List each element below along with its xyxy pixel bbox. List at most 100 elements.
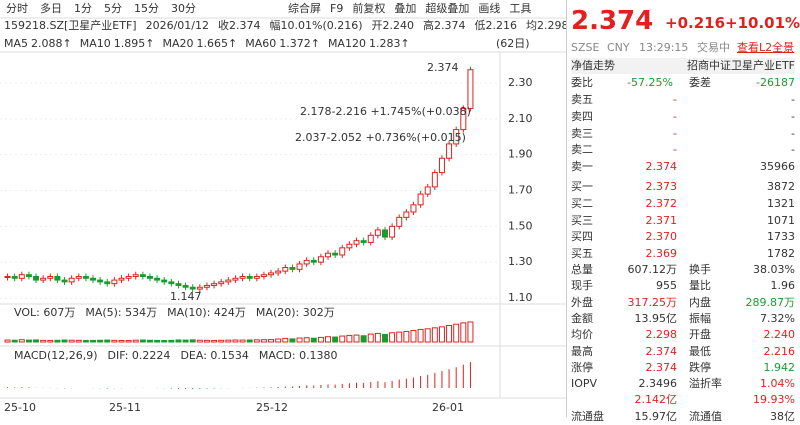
candle xyxy=(424,186,431,195)
y-tick-label: 1.10 xyxy=(508,291,533,304)
low-label: 1.147 xyxy=(170,290,202,303)
volume-bar xyxy=(111,339,118,343)
label: 量比 xyxy=(689,279,711,293)
value: 1.96 xyxy=(770,279,796,293)
tab[interactable]: 15分 xyxy=(134,2,159,15)
candle xyxy=(374,229,381,236)
row: 委比 -57.25% 委差 -26187 xyxy=(571,75,795,91)
label: 跌停 xyxy=(689,360,711,374)
tool[interactable]: 超级叠加 xyxy=(425,1,469,15)
volume-bar xyxy=(139,339,146,343)
volume-bar xyxy=(40,339,47,343)
price: - xyxy=(673,126,677,140)
candle xyxy=(317,256,324,263)
volume-bar xyxy=(317,336,324,343)
tab[interactable]: 30分 xyxy=(171,2,196,15)
label: 内盘 xyxy=(689,295,711,309)
value: 38.03% xyxy=(753,263,795,276)
macd_header-item: DEA: 0.1534 xyxy=(180,349,248,362)
row: 涨停 2.374 跌停 1.942 xyxy=(571,360,795,376)
candle xyxy=(296,263,303,270)
candle xyxy=(97,279,104,283)
ma-label: MA10 xyxy=(80,37,111,50)
ma-label: MA20 xyxy=(162,37,193,50)
candle xyxy=(11,276,18,279)
row: 外盘 317.25万 内盘 289.87万 xyxy=(571,295,795,311)
candle xyxy=(90,277,97,281)
candle xyxy=(332,252,339,256)
quote-item: 收2.374 xyxy=(218,18,261,32)
tab[interactable]: 多日 xyxy=(40,1,62,15)
ma-label: MA120 xyxy=(328,37,366,50)
candle xyxy=(403,211,410,218)
info: 交易中 xyxy=(697,41,730,54)
volume-bar xyxy=(296,337,303,343)
volume-bar xyxy=(211,339,218,343)
tool[interactable]: F9 xyxy=(330,2,343,15)
candle xyxy=(146,276,153,279)
volume-bar xyxy=(282,337,289,343)
value: 289.87万 xyxy=(745,295,796,309)
candle xyxy=(275,270,282,274)
info: CNY xyxy=(607,41,630,54)
label: 卖三 xyxy=(571,126,593,140)
last-price: 2.374 xyxy=(571,6,654,36)
candle xyxy=(182,284,189,288)
tool[interactable]: 叠加 xyxy=(394,2,416,15)
label: 外盘 xyxy=(571,295,593,309)
ma-value: 1.665↑ xyxy=(196,37,237,50)
price: 2.369 xyxy=(645,247,678,261)
value: 1.942 xyxy=(763,360,796,374)
volume: 1782 xyxy=(767,247,795,261)
candle xyxy=(18,274,25,279)
volume-bar xyxy=(403,330,410,343)
volume-bar xyxy=(97,339,104,343)
volume-bar xyxy=(189,339,196,343)
x-tick-label: 26-01 xyxy=(432,401,464,414)
tab[interactable]: 1分 xyxy=(74,2,92,15)
candle xyxy=(189,286,196,290)
volume-bar xyxy=(389,332,396,343)
value: -57.25% xyxy=(627,76,673,89)
candle xyxy=(139,274,146,278)
row: 净值走势 招商中证卫星产业ETF xyxy=(571,58,795,74)
candle xyxy=(268,272,275,276)
candle xyxy=(467,69,474,109)
volume-bar xyxy=(325,336,332,343)
candle xyxy=(310,259,317,263)
volume-bar xyxy=(446,325,453,343)
volume-bar xyxy=(353,334,360,343)
label: 换手 xyxy=(689,263,711,276)
volume-bar xyxy=(381,333,388,343)
tool[interactable]: 工具 xyxy=(509,2,531,15)
volume-bar xyxy=(11,339,18,343)
tool[interactable]: 综合屏 xyxy=(288,1,321,15)
label: IOPV xyxy=(571,377,598,391)
tool[interactable]: 画线 xyxy=(478,1,500,15)
vol_header-item: VOL: 607万 xyxy=(14,306,75,319)
volume-bar xyxy=(417,328,424,343)
candle xyxy=(303,259,310,265)
candle xyxy=(282,267,289,272)
volume-bar xyxy=(25,339,32,343)
macd_header-item: MACD(12,26,9) xyxy=(14,349,98,362)
candle xyxy=(25,274,32,278)
tab[interactable]: 5分 xyxy=(104,2,122,15)
x-tick-label: 25-12 xyxy=(256,401,288,414)
candle xyxy=(161,279,168,283)
tab[interactable]: 分时 xyxy=(6,2,28,15)
y-tick-label: 1.50 xyxy=(508,219,533,232)
volume: - xyxy=(791,126,795,140)
candle xyxy=(40,277,47,281)
vol_header-item: MA(5): 534万 xyxy=(85,306,157,319)
volume-bar xyxy=(332,336,339,343)
row: 金额 13.95亿 振幅 7.32% xyxy=(571,311,795,327)
tool[interactable]: 前复权 xyxy=(352,1,385,15)
quote-item: 均2.298 xyxy=(526,19,566,32)
price: 2.373 xyxy=(645,180,678,193)
volume-bar xyxy=(61,339,68,343)
label: 振幅 xyxy=(689,311,711,325)
volume: 3872 xyxy=(767,180,795,193)
volume-bar xyxy=(453,323,460,343)
